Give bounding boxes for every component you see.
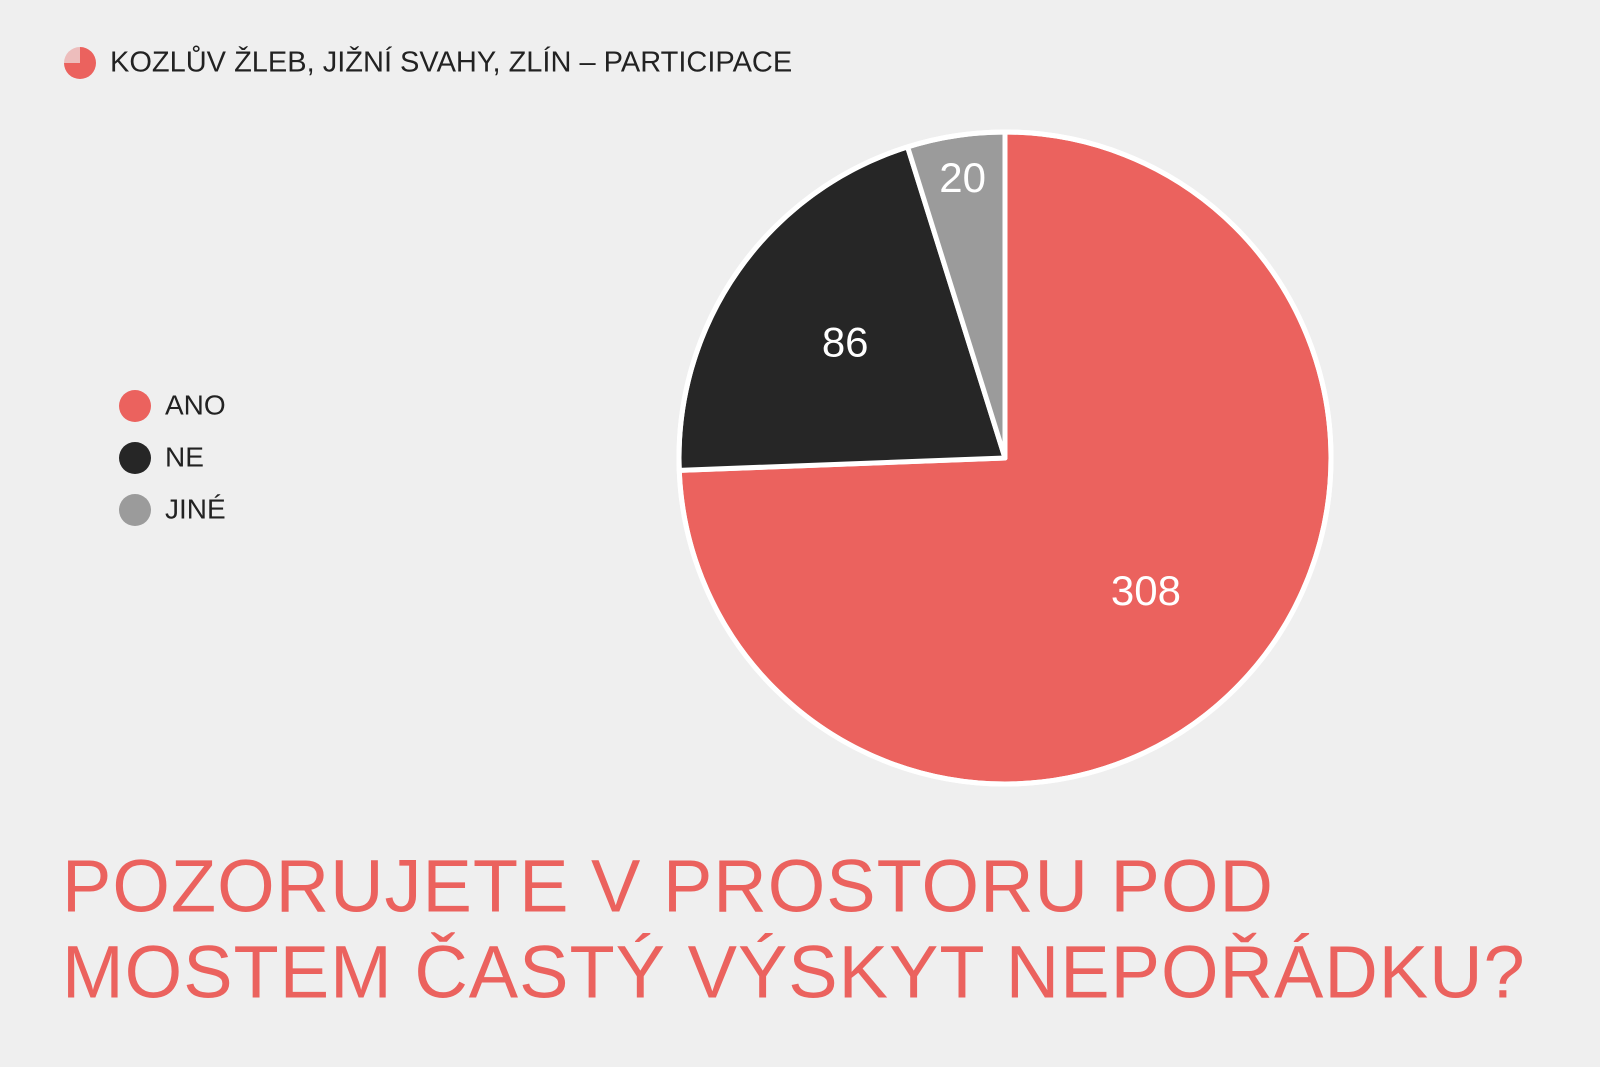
legend-swatch — [119, 390, 151, 422]
header: KOZLŮV ŽLEB, JIŽNÍ SVAHY, ZLÍN – PARTICI… — [110, 45, 792, 79]
header-icon — [64, 47, 96, 79]
chart-title: POZORUJETE V PROSTORU POD — [62, 845, 1274, 928]
data-label: 20 — [939, 154, 986, 201]
data-label: 308 — [1111, 567, 1181, 614]
data-label: 86 — [822, 318, 869, 365]
legend-swatch — [119, 442, 151, 474]
chart-title: MOSTEM ČASTÝ VÝSKYT NEPOŘÁDKU? — [62, 931, 1526, 1014]
legend-label: JINÉ — [165, 493, 226, 524]
legend-label: ANO — [165, 389, 226, 420]
pie-outline — [676, 129, 1334, 787]
legend-label: NE — [165, 441, 204, 472]
legend-swatch — [119, 494, 151, 526]
